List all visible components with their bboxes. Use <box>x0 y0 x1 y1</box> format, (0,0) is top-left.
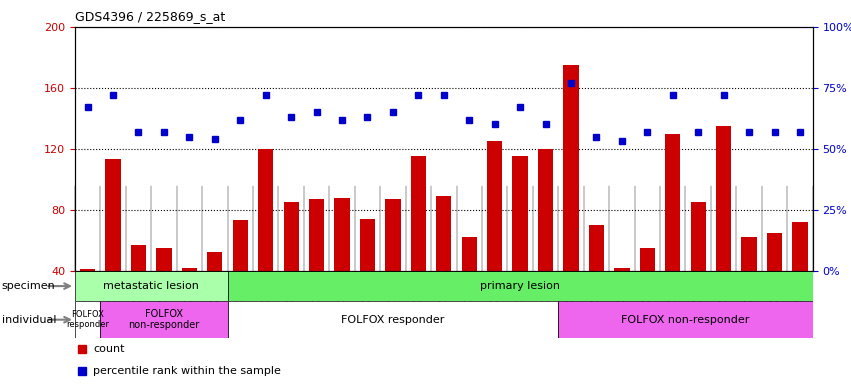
Bar <box>157 248 172 332</box>
Bar <box>614 268 630 332</box>
Text: count: count <box>94 344 125 354</box>
Bar <box>589 225 604 332</box>
Bar <box>792 222 808 332</box>
Bar <box>283 202 299 332</box>
Bar <box>334 197 350 332</box>
Text: GDS4396 / 225869_s_at: GDS4396 / 225869_s_at <box>75 10 226 23</box>
Bar <box>232 220 248 332</box>
Bar <box>538 149 553 332</box>
Text: FOLFOX
non-responder: FOLFOX non-responder <box>129 309 200 331</box>
Text: primary lesion: primary lesion <box>480 281 560 291</box>
Bar <box>767 233 782 332</box>
Bar <box>207 252 222 332</box>
Bar <box>665 134 681 332</box>
Bar <box>487 141 502 332</box>
Text: FOLFOX non-responder: FOLFOX non-responder <box>621 314 750 325</box>
Bar <box>411 156 426 332</box>
Bar <box>386 199 401 332</box>
Bar <box>640 248 655 332</box>
Bar <box>558 301 813 338</box>
Bar <box>360 219 375 332</box>
Bar <box>437 196 451 332</box>
Text: FOLFOX
responder: FOLFOX responder <box>66 310 109 329</box>
Text: FOLFOX responder: FOLFOX responder <box>341 314 444 325</box>
Bar <box>512 156 528 332</box>
Text: individual: individual <box>2 314 56 325</box>
Bar <box>741 237 757 332</box>
Bar <box>75 301 100 338</box>
Text: metastatic lesion: metastatic lesion <box>103 281 199 291</box>
Bar <box>690 202 705 332</box>
Bar <box>309 199 324 332</box>
Bar <box>106 159 121 332</box>
Bar <box>227 271 813 301</box>
Bar <box>563 65 579 332</box>
Bar <box>131 245 146 332</box>
Bar <box>80 269 95 332</box>
Bar <box>75 271 227 301</box>
Bar <box>100 301 227 338</box>
Bar <box>258 149 273 332</box>
Text: percentile rank within the sample: percentile rank within the sample <box>94 366 281 376</box>
Bar <box>227 301 558 338</box>
Bar <box>716 126 731 332</box>
Bar <box>182 268 197 332</box>
Text: specimen: specimen <box>2 281 55 291</box>
Bar <box>461 237 477 332</box>
